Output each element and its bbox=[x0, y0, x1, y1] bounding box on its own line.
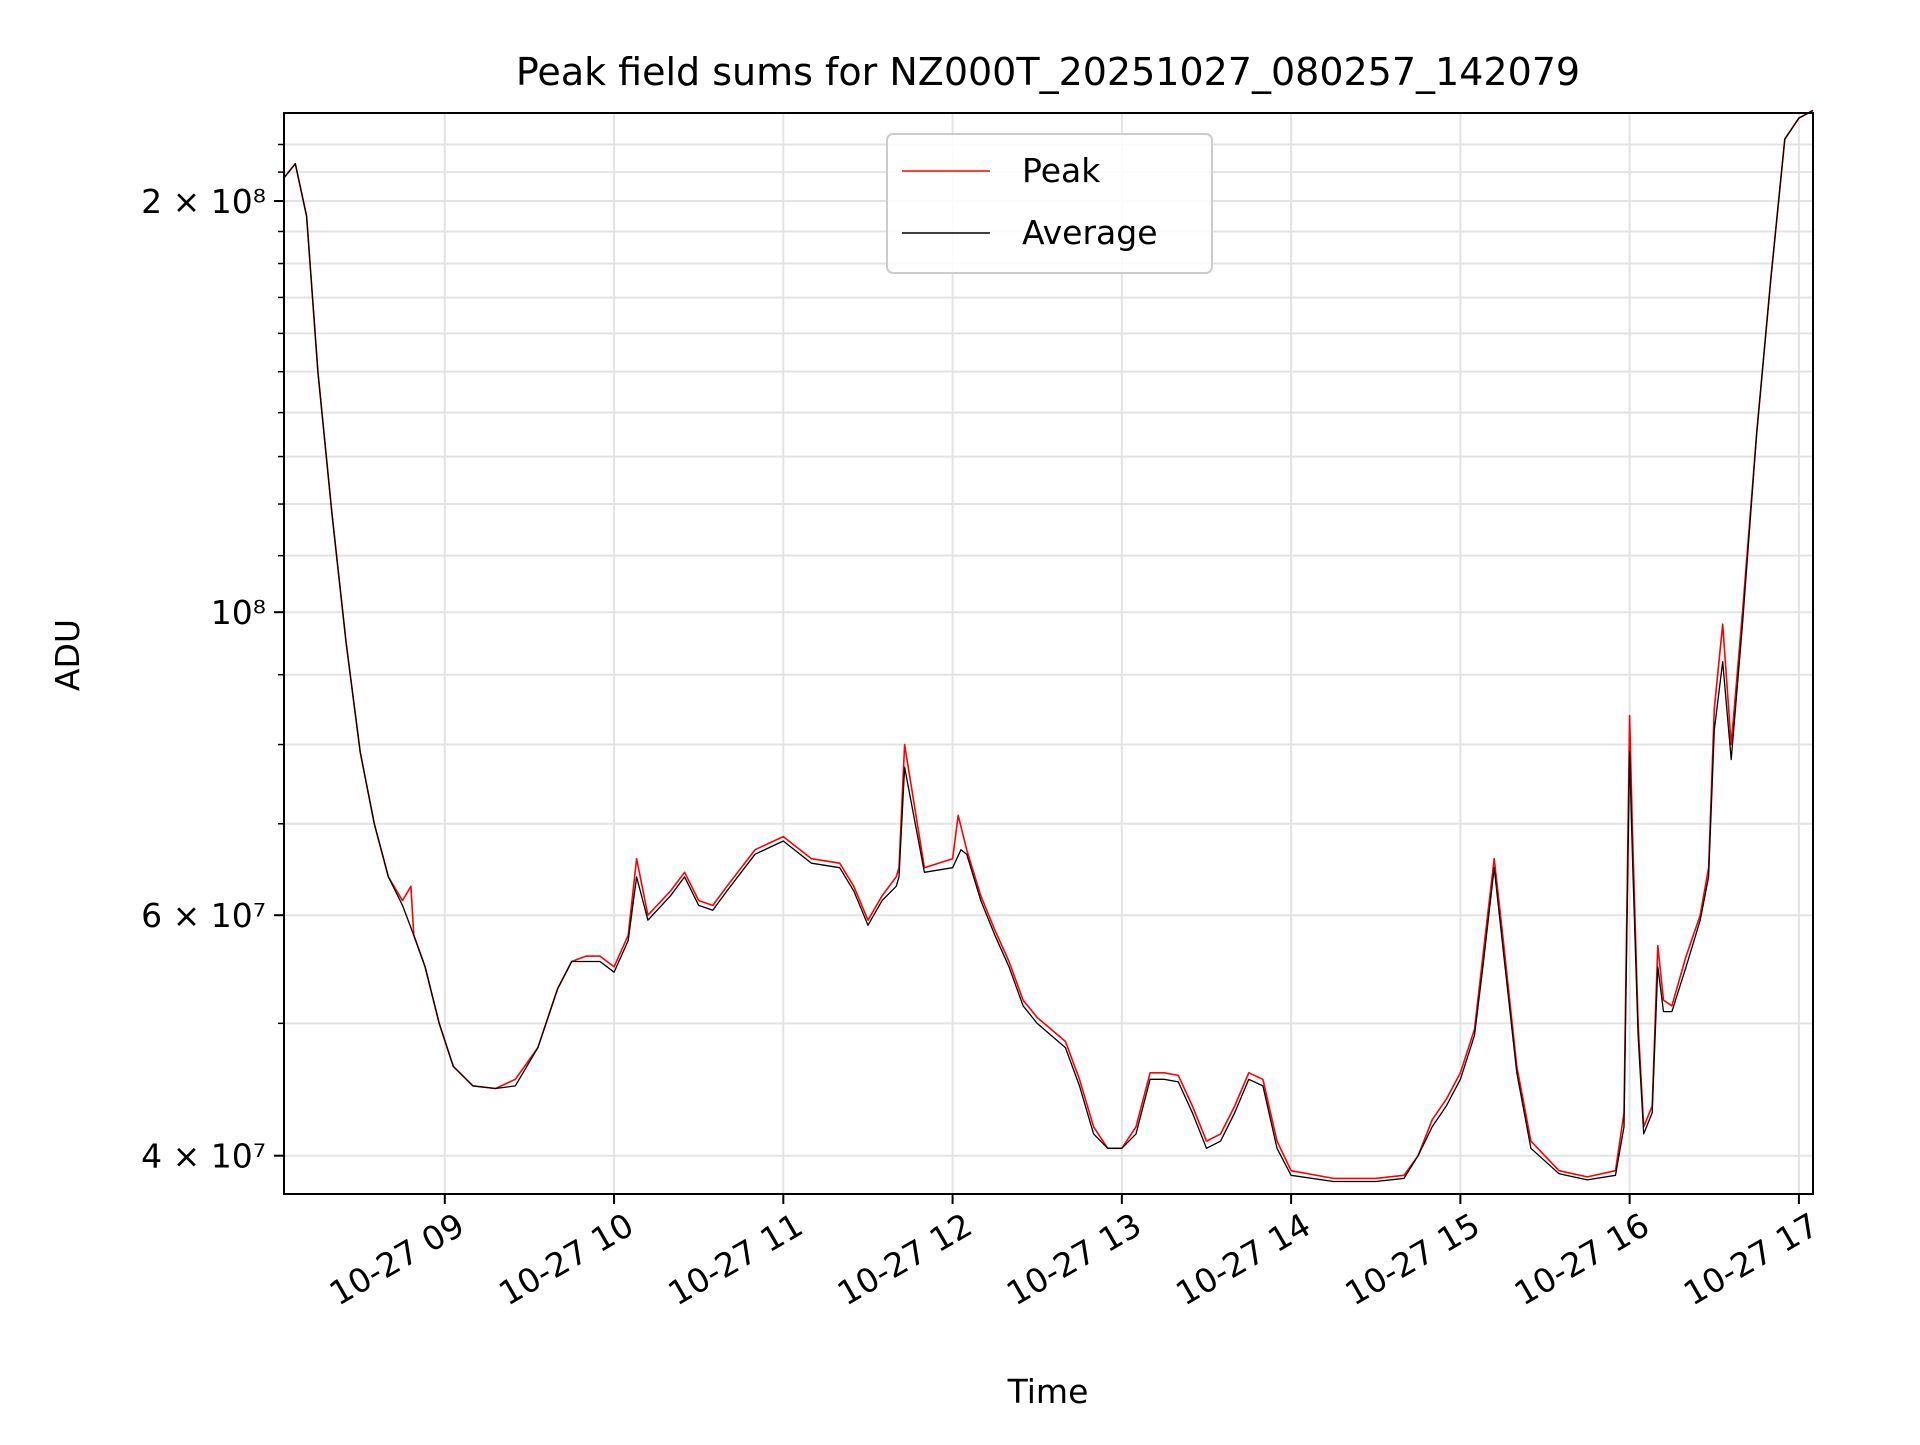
chart-title: Peak field sums for NZ000T_20251027_0802… bbox=[516, 50, 1580, 94]
legend-label-average: Average bbox=[1022, 213, 1158, 252]
grid bbox=[284, 113, 1813, 1194]
y-tick-label: 2 × 10⁸ bbox=[141, 182, 266, 221]
plot-frame bbox=[283, 112, 1814, 1195]
y-axis-label: ADU bbox=[48, 619, 87, 691]
x-axis-label: Time bbox=[1007, 1372, 1089, 1411]
series-line-average bbox=[283, 109, 1814, 1183]
y-tick-label: 6 × 10⁷ bbox=[141, 896, 266, 935]
y-tick-label: 10⁸ bbox=[211, 593, 266, 632]
series-lines bbox=[283, 109, 1814, 1183]
legend: Peak Average bbox=[886, 133, 1213, 274]
legend-label-peak: Peak bbox=[1022, 151, 1101, 190]
y-tick-label: 4 × 10⁷ bbox=[141, 1137, 266, 1176]
legend-box bbox=[886, 133, 1213, 274]
